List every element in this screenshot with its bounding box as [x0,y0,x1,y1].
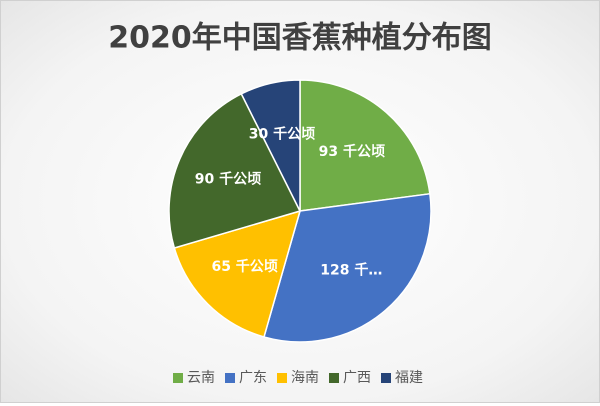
data-label: 65 千公顷 [211,258,277,275]
pie-slice [240,79,301,212]
legend-label: 海南 [291,370,319,386]
legend-label: 广东 [239,370,267,386]
data-label: 30 千公顷 [249,126,315,143]
chart-title: 2020年中国香蕉种植分布图 [108,21,492,56]
pie-slice [299,79,431,212]
legend-swatch [225,373,235,383]
pie-slice [263,192,432,343]
data-label: 90 千公顷 [195,171,261,188]
data-label: 128 千… [320,262,382,279]
data-label: 93 千公顷 [319,143,385,160]
legend-swatch [381,373,391,383]
legend-swatch [329,373,339,383]
legend-label: 云南 [187,370,215,386]
legend-swatch [277,373,287,383]
pie-slice [173,209,302,338]
pie-slice [168,92,302,249]
legend-swatch [173,373,183,383]
legend-label: 福建 [395,370,423,386]
legend-label: 广西 [343,370,371,386]
